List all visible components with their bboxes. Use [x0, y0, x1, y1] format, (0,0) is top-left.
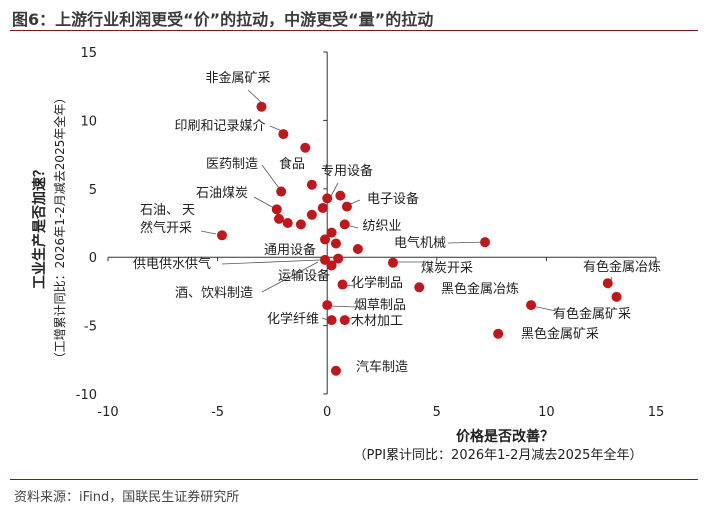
y-tick-label: -10: [76, 388, 97, 403]
data-point: [317, 202, 328, 213]
point-label: 通用设备: [264, 242, 316, 258]
data-points: [216, 101, 622, 376]
data-point: [306, 179, 317, 190]
y-axis-subtitle: （工增累计同比：2026年1-2月减去2025年全年）: [52, 92, 67, 365]
point-label: 运输设备: [278, 268, 330, 284]
data-point: [216, 230, 227, 241]
data-point: [414, 282, 425, 293]
point-label: 印刷和记录媒介: [174, 119, 265, 134]
leader-lines: [200, 89, 613, 321]
y-axis-title: 工业生产是否加速？: [31, 163, 48, 289]
y-tick-label: 0: [89, 251, 97, 266]
data-point: [326, 315, 337, 326]
x-axis-subtitle: （PPI累计同比：2026年1-2月减去2025年全年）: [354, 447, 643, 463]
data-point: [320, 254, 331, 265]
data-point: [276, 186, 287, 197]
point-label: 有色金属矿采: [553, 306, 631, 322]
data-point: [387, 257, 398, 268]
data-point: [333, 253, 344, 264]
leader-line: [200, 230, 217, 235]
data-point: [273, 213, 284, 224]
data-point: [602, 278, 613, 289]
data-point: [611, 291, 622, 302]
point-label: 有色金属冶炼: [583, 259, 661, 275]
data-point: [330, 238, 341, 249]
leader-line: [221, 259, 321, 265]
leader-line: [247, 89, 263, 104]
point-label: 酒、饮料制造: [175, 286, 253, 301]
point-label: 黑色金属矿采: [521, 326, 599, 342]
point-label: 电子设备: [367, 191, 419, 207]
point-label: 黑色金属冶炼: [441, 281, 519, 297]
point-label: 医药制造: [206, 157, 258, 172]
leader-line: [531, 305, 557, 312]
x-tick-label: 10: [538, 405, 555, 420]
data-point: [330, 365, 341, 376]
point-label: 汽车制造: [356, 359, 408, 375]
x-tick-label: 15: [648, 405, 665, 420]
point-label: 纺织业: [362, 219, 401, 234]
y-tick-label: 15: [80, 46, 97, 61]
point-label: 木材加工: [351, 314, 403, 329]
leader-line: [330, 182, 339, 197]
x-tick-label: -10: [97, 405, 118, 420]
axis-titles: 价格是否改善？ （PPI累计同比：2026年1-2月减去2025年全年） 工业生产是…: [31, 92, 642, 463]
data-point: [326, 227, 337, 238]
leader-line: [269, 125, 283, 132]
data-point: [480, 237, 491, 248]
point-label: 化学纤维: [267, 311, 319, 327]
y-tick-label: 10: [80, 114, 97, 129]
data-point: [493, 328, 504, 339]
point-label: 石油煤炭: [196, 186, 248, 201]
title-rule: [10, 30, 698, 31]
data-point: [320, 234, 331, 245]
leader-line: [261, 164, 280, 189]
leader-line: [329, 305, 357, 308]
data-point: [341, 201, 352, 212]
leader-line: [253, 196, 275, 209]
data-point: [282, 218, 293, 228]
data-point: [326, 260, 337, 271]
figure-title: 图6：上游行业利润更受“价”的拉动，中游更受“量”的拉动: [12, 10, 434, 29]
point-label: 非金属矿采: [205, 70, 270, 86]
data-point: [339, 219, 350, 230]
y-tick-label: 5: [89, 183, 97, 198]
point-label: 电气机械: [394, 235, 446, 251]
data-point: [300, 142, 311, 153]
source-note: 资料来源：iFind，国联民生证券研究所: [14, 490, 240, 505]
point-label: 专用设备: [321, 163, 373, 179]
y-tick-label: -5: [84, 320, 97, 335]
data-point: [306, 209, 317, 220]
point-label: 天: [182, 203, 195, 218]
x-tick-label: 0: [323, 405, 331, 420]
data-point: [352, 243, 363, 254]
data-point: [339, 315, 350, 326]
data-point: [335, 190, 346, 201]
point-label: 然气开采: [140, 220, 192, 236]
x-tick-label: 5: [433, 405, 441, 420]
data-point: [271, 204, 282, 215]
point-label: 烟草制品: [354, 298, 406, 313]
x-tick-label: -5: [211, 405, 224, 420]
point-label: 食品: [279, 156, 305, 172]
point-label: 煤炭开采: [421, 261, 473, 276]
point-label: 化学制品: [351, 275, 403, 291]
point-label: 供电供水供气: [133, 256, 211, 272]
data-point: [322, 193, 333, 204]
data-point: [278, 129, 289, 140]
source-rule: [10, 479, 698, 480]
data-point: [256, 101, 267, 112]
x-axis-title: 价格是否改善？: [456, 428, 554, 445]
data-point: [295, 219, 306, 230]
data-point: [322, 300, 333, 311]
data-point: [526, 300, 537, 311]
leader-line: [261, 261, 319, 293]
data-point: [337, 279, 348, 290]
point-label: 石油、: [140, 203, 179, 218]
